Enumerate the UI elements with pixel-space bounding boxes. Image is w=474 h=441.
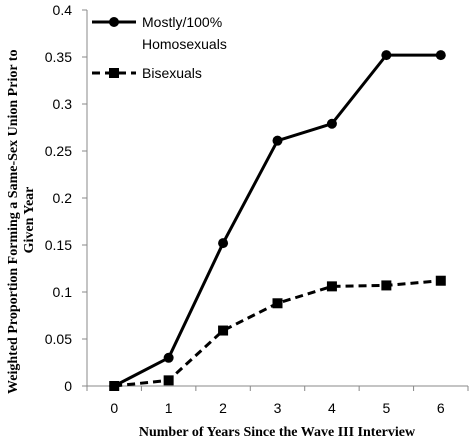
legend-label-bisexuals: Bisexuals <box>142 65 202 81</box>
series-2-point <box>163 375 174 386</box>
legend-label-homosexuals-line-2: Homosexuals <box>142 36 227 52</box>
y-tick-label: 0.2 <box>53 190 73 206</box>
x-tick-label: 3 <box>274 400 282 416</box>
legend-label-homosexuals-line-1: Mostly/100% <box>142 14 222 30</box>
series-2-point <box>272 298 283 309</box>
series-2-point <box>381 280 392 291</box>
y-axis-title: Weighted Proportion Forming a Same-Sex U… <box>6 46 37 394</box>
series-2-point <box>109 381 120 391</box>
x-tick-label: 1 <box>165 400 173 416</box>
series-1-point <box>218 238 229 249</box>
y-tick-label: 0.1 <box>53 284 73 300</box>
x-tick-label: 2 <box>219 400 227 416</box>
legend: Mostly/100% Homosexuals Bisexuals <box>92 14 227 81</box>
series-1-point <box>326 118 337 129</box>
x-tick-label: 4 <box>328 400 336 416</box>
x-axis-ticks: 0 1 2 3 4 5 6 <box>86 386 469 416</box>
legend-marker-bisexuals <box>109 68 119 78</box>
y-tick-label: 0.15 <box>45 237 72 253</box>
x-axis-title: Number of Years Since the Wave III Inter… <box>139 425 416 440</box>
series-1-point <box>163 352 174 363</box>
series-group <box>109 50 446 391</box>
y-tick-label: 0.4 <box>53 2 73 18</box>
series-line-1 <box>113 53 441 388</box>
y-axis-ticks: 0 0.05 0.1 0.15 0.2 0.25 0.3 0.35 0.4 <box>45 2 87 394</box>
series-1-point <box>435 50 446 61</box>
series-1-point <box>381 50 392 61</box>
legend-marker-homosexuals <box>109 17 119 27</box>
y-tick-label: 0.35 <box>45 49 72 65</box>
x-tick-label: 6 <box>437 400 445 416</box>
y-axis-title-line-2: Given Year <box>22 187 37 254</box>
series-1-point <box>272 135 283 146</box>
y-tick-label: 0.3 <box>53 96 73 112</box>
series-2-point <box>326 281 337 292</box>
series-line-2 <box>114 279 441 388</box>
y-tick-label: 0 <box>64 378 72 394</box>
y-tick-label: 0.05 <box>45 331 72 347</box>
series-2-point <box>218 325 229 336</box>
y-axis-title-line-1: Weighted Proportion Forming a Same-Sex U… <box>6 50 21 394</box>
x-tick-label: 0 <box>110 400 118 416</box>
series-2-point <box>435 275 446 286</box>
x-tick-label: 5 <box>382 400 390 416</box>
legend-label-homosexuals: Mostly/100% Homosexuals <box>142 14 227 52</box>
y-tick-label: 0.25 <box>45 143 72 159</box>
